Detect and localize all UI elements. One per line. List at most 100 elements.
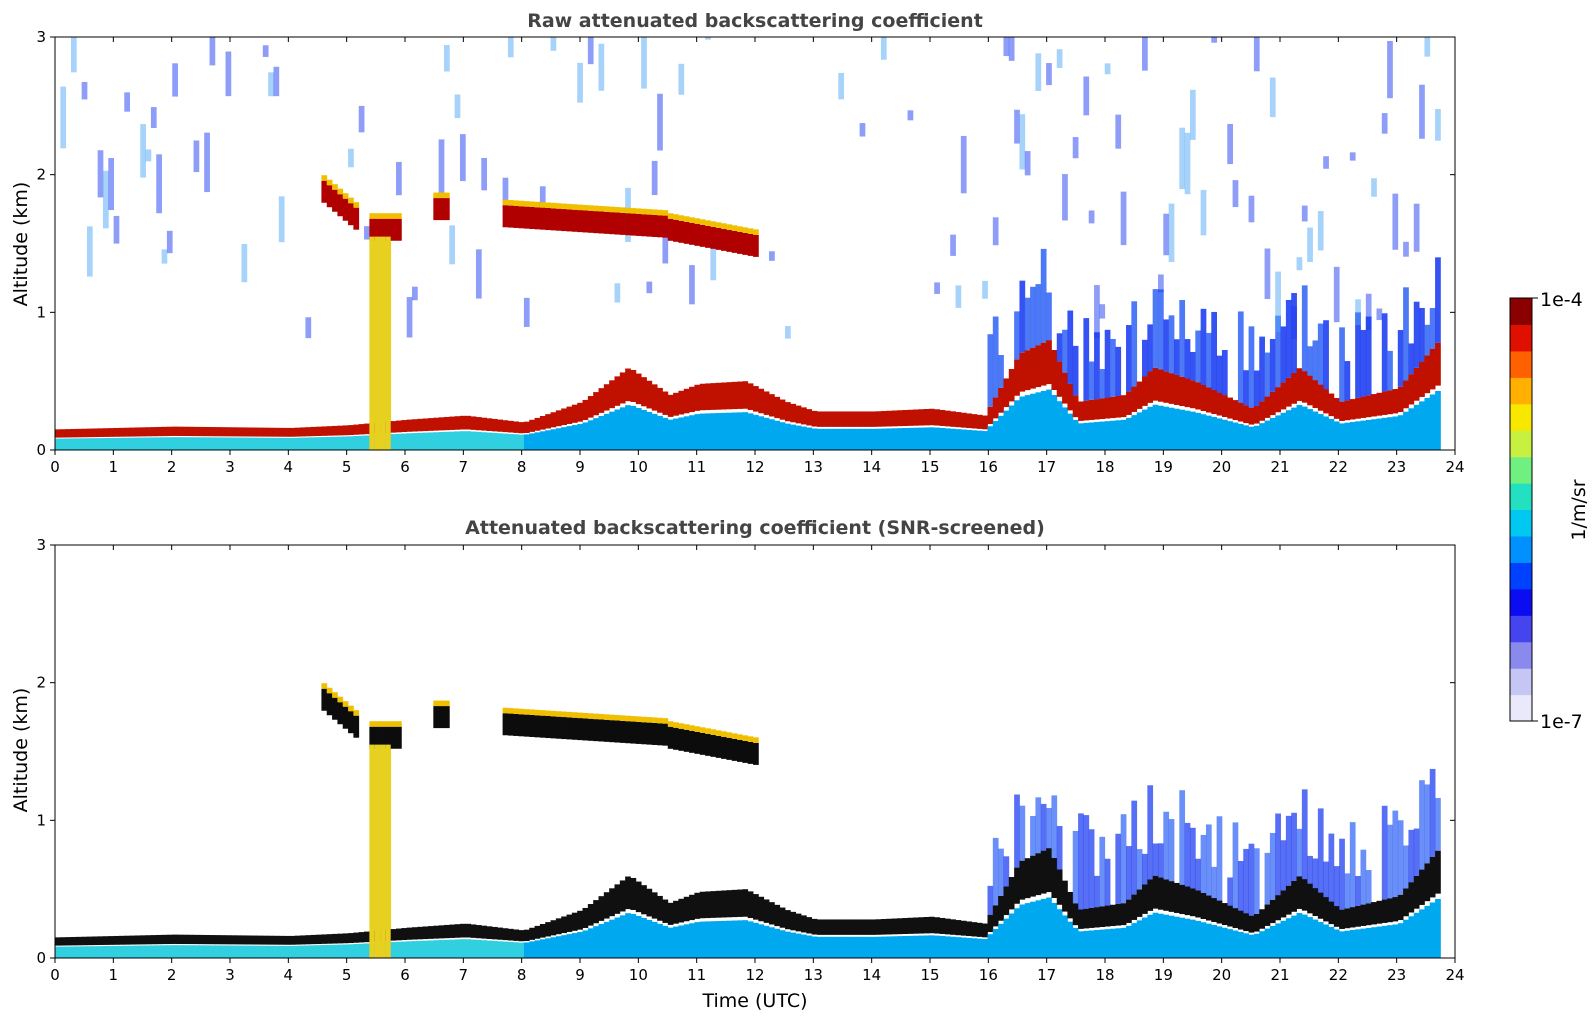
mixing-layer-cell xyxy=(1083,318,1090,401)
aerosol-cell xyxy=(1126,417,1132,450)
x-tick-label: 21 xyxy=(1270,966,1289,984)
aerosol-cell xyxy=(699,921,706,958)
x-tick-label: 18 xyxy=(1095,458,1114,476)
aerosol-cell xyxy=(300,437,306,450)
cloud-cell xyxy=(657,723,663,746)
boundary-layer-cell xyxy=(108,428,115,437)
boundary-layer-cell xyxy=(454,416,461,430)
aerosol-cell xyxy=(971,430,978,450)
mixing-layer-cell xyxy=(992,316,999,398)
aerosol-cell xyxy=(332,944,338,958)
mixing-layer-cell xyxy=(1419,307,1425,362)
noise-cell xyxy=(523,297,530,327)
cloud-cell xyxy=(337,194,344,217)
aerosol-cell xyxy=(726,412,733,450)
aerosol-cell xyxy=(1142,917,1148,958)
aerosol-cell xyxy=(1126,925,1132,958)
boundary-layer-cell xyxy=(92,936,99,946)
mixing-layer-cell xyxy=(1035,797,1042,854)
noise-cell xyxy=(449,225,456,265)
aerosol-cell xyxy=(1067,921,1074,958)
cloud-cell xyxy=(550,208,557,231)
boundary-layer-cell xyxy=(1205,387,1212,413)
boundary-layer-cell xyxy=(555,410,562,427)
boundary-layer-cell xyxy=(651,384,658,411)
aerosol-cell xyxy=(710,921,717,958)
noise-cell xyxy=(1403,241,1409,257)
noise-cell xyxy=(1094,285,1100,339)
cloud-edge-cell xyxy=(390,213,397,219)
aerosol-cell xyxy=(955,429,962,450)
aerosol-cell xyxy=(1424,905,1431,958)
mixing-layer-cell xyxy=(1094,332,1100,400)
boundary-layer-cell xyxy=(438,925,445,939)
aerosol-cell xyxy=(177,945,184,958)
boundary-layer-cell xyxy=(1099,906,1106,928)
cloud-cell xyxy=(667,218,674,241)
aerosol-cell xyxy=(1094,930,1100,958)
cloud-cell xyxy=(582,210,589,233)
boundary-layer-cell xyxy=(1403,888,1409,917)
noise-cell xyxy=(140,124,146,178)
cloud-cell xyxy=(689,730,695,753)
aerosol-cell xyxy=(785,423,791,450)
rain-cell xyxy=(380,236,386,450)
boundary-layer-cell xyxy=(1030,347,1036,389)
cloud-cell xyxy=(566,717,573,740)
aerosol-cell xyxy=(705,413,711,450)
boundary-layer-cell xyxy=(571,912,578,931)
boundary-layer-cell xyxy=(646,888,653,917)
aerosol-cell xyxy=(417,432,424,450)
mixing-layer-cell xyxy=(1158,289,1164,370)
boundary-layer-cell xyxy=(321,934,328,944)
cloud-cell xyxy=(705,225,711,248)
cloud-cell xyxy=(742,232,749,255)
aerosol-cell xyxy=(891,936,898,958)
aerosol-cell xyxy=(1349,422,1356,450)
boundary-layer-cell xyxy=(795,913,802,932)
boundary-layer-cell xyxy=(843,919,850,935)
aerosol-cell xyxy=(848,936,855,958)
mixing-layer-cell xyxy=(1349,822,1356,908)
cloud-cell xyxy=(518,206,525,229)
boundary-layer-cell xyxy=(566,914,573,932)
noise-cell xyxy=(145,149,152,162)
mixing-layer-cell xyxy=(1163,811,1170,880)
aerosol-cell xyxy=(1062,915,1068,958)
mixing-layer-cell xyxy=(1205,824,1212,896)
noise-cell xyxy=(960,135,967,194)
boundary-layer-cell xyxy=(214,427,221,437)
aerosol-cell xyxy=(816,428,823,450)
aerosol-cell xyxy=(412,433,418,450)
boundary-layer-cell xyxy=(1221,903,1228,926)
mixing-layer-cell xyxy=(992,837,999,906)
boundary-layer-cell xyxy=(438,417,445,431)
mixing-layer-cell xyxy=(1126,325,1132,392)
cloud-cell xyxy=(337,702,344,725)
boundary-layer-cell xyxy=(912,917,919,934)
boundary-layer-cell xyxy=(161,426,168,437)
boundary-layer-cell xyxy=(1269,899,1276,924)
boundary-layer-cell xyxy=(1115,395,1122,418)
cloud-cell xyxy=(587,210,594,233)
aerosol-cell xyxy=(454,431,461,450)
boundary-layer-cell xyxy=(225,427,232,437)
rain-cell xyxy=(369,236,376,450)
aerosol-cell xyxy=(555,936,562,958)
aerosol-cell xyxy=(1333,929,1340,958)
boundary-layer-cell xyxy=(1136,889,1143,917)
cloud-edge-cell xyxy=(699,727,706,733)
cloud-cell xyxy=(678,220,685,243)
mixing-layer-cell xyxy=(1216,816,1223,901)
aerosol-cell xyxy=(310,945,317,958)
aerosol-cell xyxy=(1392,416,1399,450)
boundary-layer-cell xyxy=(667,394,674,417)
boundary-layer-cell xyxy=(1184,378,1191,408)
boundary-layer-cell xyxy=(193,426,200,437)
aerosol-cell xyxy=(955,937,962,958)
noise-cell xyxy=(614,283,621,303)
aerosol-cell xyxy=(1158,405,1164,450)
noise-cell xyxy=(577,62,583,103)
aerosol-cell xyxy=(800,934,807,958)
cloud-cell xyxy=(694,223,701,246)
